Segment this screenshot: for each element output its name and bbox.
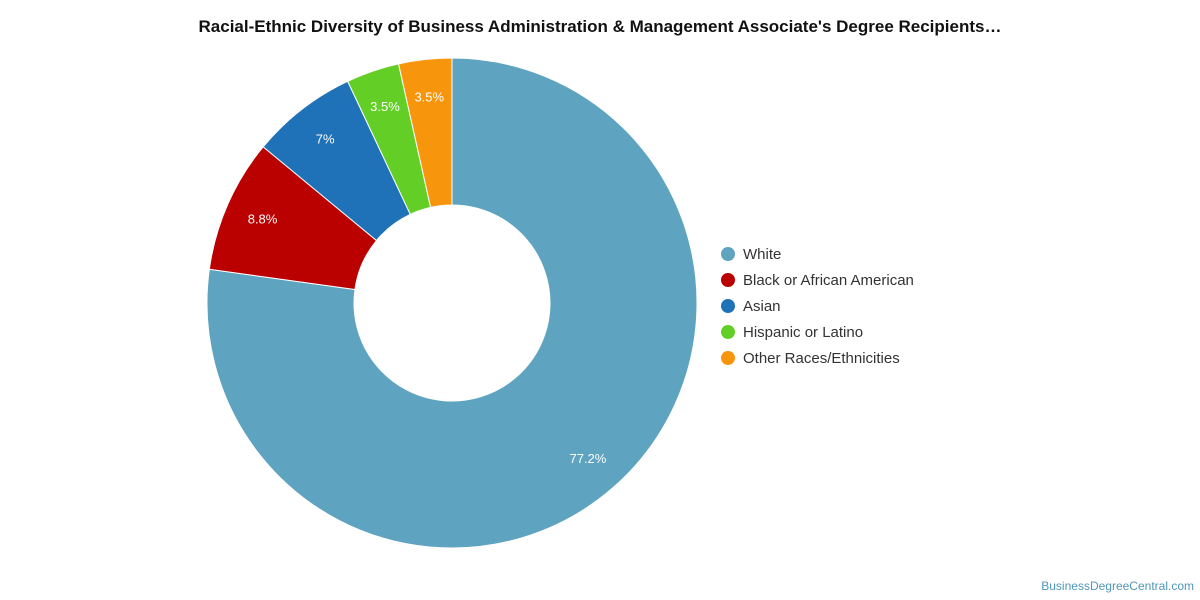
legend-marker-icon: [721, 299, 735, 313]
legend-marker-icon: [721, 247, 735, 261]
legend-label: White: [743, 245, 782, 263]
legend-marker-icon: [721, 273, 735, 287]
legend-item[interactable]: White: [721, 241, 914, 267]
data-label: 7%: [316, 131, 335, 146]
slice-labels: 77.2% 8.8% 7% 3.5% 3.5%: [248, 89, 607, 466]
legend-item[interactable]: Black or African American: [721, 267, 914, 293]
chart-legend: White Black or African American Asian Hispa…: [721, 241, 914, 371]
legend-item[interactable]: Asian: [721, 293, 914, 319]
legend-item[interactable]: Other Races/Ethnicities: [721, 345, 914, 371]
legend-label: Black or African American: [743, 271, 914, 289]
donut-slices: [206, 57, 698, 549]
data-label: 3.5%: [370, 99, 400, 114]
legend-marker-icon: [721, 351, 735, 365]
legend-label: Other Races/Ethnicities: [743, 349, 900, 367]
slice-white[interactable]: [206, 57, 698, 549]
slice-other-races-ethnicities[interactable]: [397, 57, 453, 208]
source-credit-link[interactable]: BusinessDegreeCentral.com: [1041, 579, 1194, 593]
chart-title: Racial-Ethnic Diversity of Business Admi…: [198, 17, 1002, 36]
legend-label: Hispanic or Latino: [743, 323, 864, 341]
legend-marker-icon: [721, 325, 735, 339]
data-label: 77.2%: [569, 451, 606, 466]
legend-item[interactable]: Hispanic or Latino: [721, 319, 914, 345]
legend-label: Asian: [743, 297, 781, 315]
data-label: 3.5%: [414, 89, 444, 104]
data-label: 8.8%: [248, 212, 278, 227]
